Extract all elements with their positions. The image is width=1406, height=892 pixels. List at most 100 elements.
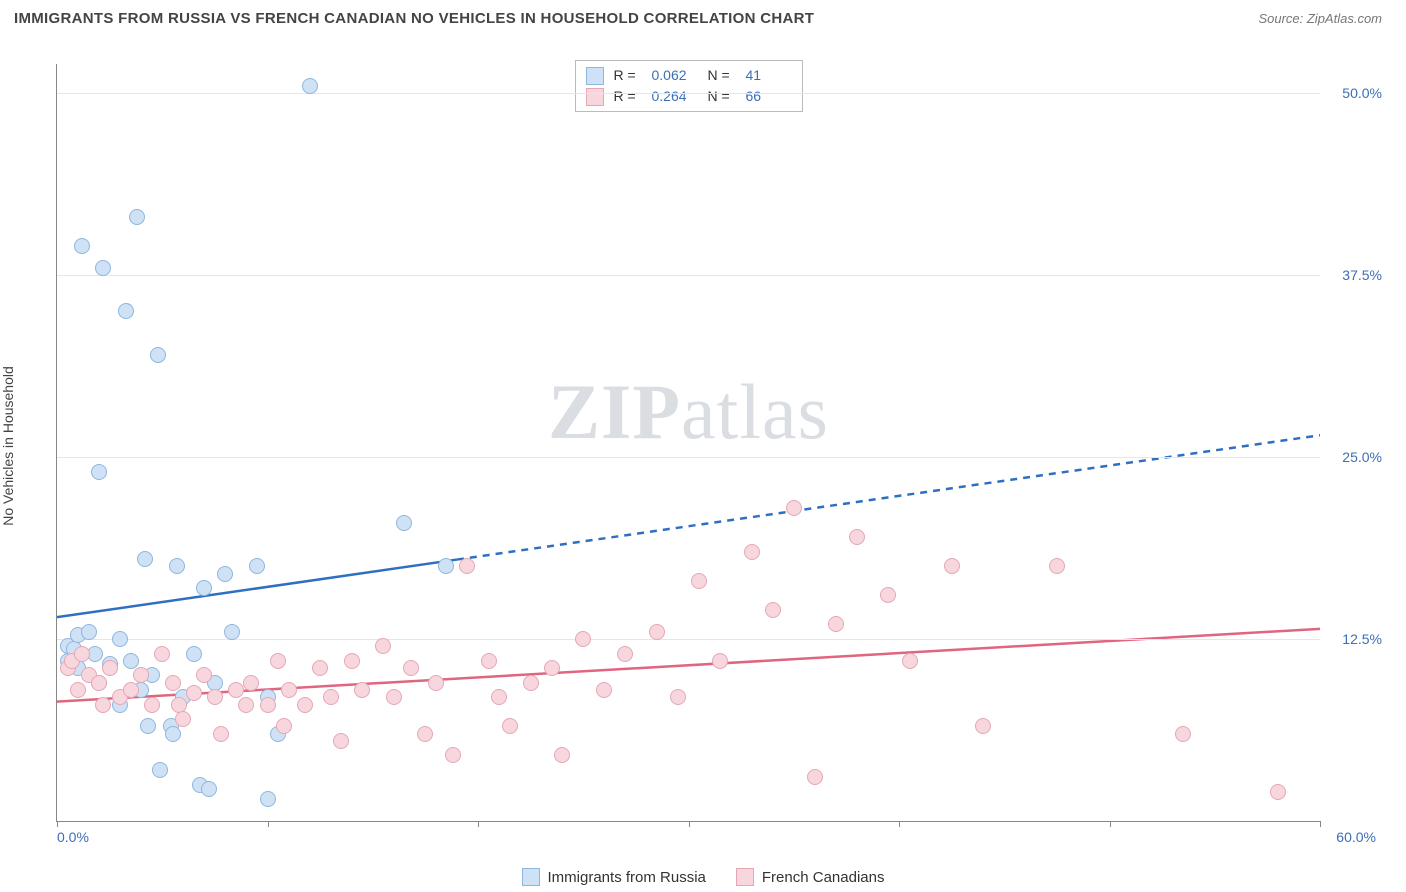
data-point bbox=[102, 660, 118, 676]
data-point bbox=[691, 573, 707, 589]
data-point bbox=[670, 689, 686, 705]
data-point bbox=[249, 558, 265, 574]
data-point bbox=[95, 260, 111, 276]
legend-swatch-icon bbox=[522, 868, 540, 886]
data-point bbox=[243, 675, 259, 691]
data-point bbox=[201, 781, 217, 797]
y-tick-label: 37.5% bbox=[1342, 267, 1382, 283]
data-point bbox=[523, 675, 539, 691]
legend-swatch-series-0 bbox=[586, 67, 604, 85]
watermark: ZIPatlas bbox=[548, 367, 829, 457]
data-point bbox=[445, 747, 461, 763]
data-point bbox=[297, 697, 313, 713]
data-point bbox=[165, 726, 181, 742]
plot-region: ZIPatlas R = 0.062 N = 41 R = 0.264 N = … bbox=[56, 64, 1320, 822]
data-point bbox=[417, 726, 433, 742]
data-point bbox=[91, 675, 107, 691]
data-point bbox=[1270, 784, 1286, 800]
data-point bbox=[70, 682, 86, 698]
data-point bbox=[228, 682, 244, 698]
n-value-0: 41 bbox=[746, 65, 792, 86]
data-point bbox=[323, 689, 339, 705]
data-point bbox=[118, 303, 134, 319]
source-attribution: Source: ZipAtlas.com bbox=[1258, 11, 1382, 26]
data-point bbox=[154, 646, 170, 662]
data-point bbox=[196, 580, 212, 596]
data-point bbox=[975, 718, 991, 734]
data-point bbox=[213, 726, 229, 742]
legend-label: French Canadians bbox=[762, 869, 885, 886]
data-point bbox=[828, 616, 844, 632]
data-point bbox=[81, 624, 97, 640]
data-point bbox=[281, 682, 297, 698]
data-point bbox=[224, 624, 240, 640]
data-point bbox=[849, 529, 865, 545]
data-point bbox=[186, 685, 202, 701]
data-point bbox=[112, 631, 128, 647]
r-value-0: 0.062 bbox=[652, 65, 698, 86]
data-point bbox=[140, 718, 156, 734]
legend-series: Immigrants from Russia French Canadians bbox=[0, 868, 1406, 886]
data-point bbox=[649, 624, 665, 640]
gridline bbox=[57, 639, 1320, 640]
y-tick-label: 12.5% bbox=[1342, 631, 1382, 647]
x-axis-max-label: 60.0% bbox=[1336, 829, 1376, 845]
data-point bbox=[786, 500, 802, 516]
x-tick bbox=[1320, 821, 1321, 827]
x-tick bbox=[478, 821, 479, 827]
gridline bbox=[57, 93, 1320, 94]
data-point bbox=[617, 646, 633, 662]
data-point bbox=[129, 209, 145, 225]
data-point bbox=[375, 638, 391, 654]
data-point bbox=[152, 762, 168, 778]
chart-header: IMMIGRANTS FROM RUSSIA VS FRENCH CANADIA… bbox=[0, 0, 1406, 35]
data-point bbox=[123, 682, 139, 698]
data-point bbox=[944, 558, 960, 574]
data-point bbox=[428, 675, 444, 691]
data-point bbox=[91, 464, 107, 480]
x-axis-min-label: 0.0% bbox=[57, 829, 89, 845]
data-point bbox=[1175, 726, 1191, 742]
data-point bbox=[95, 697, 111, 713]
x-tick bbox=[268, 821, 269, 827]
n-value-1: 66 bbox=[746, 86, 792, 107]
data-point bbox=[403, 660, 419, 676]
data-point bbox=[765, 602, 781, 618]
legend-stats-row: R = 0.062 N = 41 bbox=[586, 65, 792, 86]
data-point bbox=[575, 631, 591, 647]
data-point bbox=[260, 697, 276, 713]
data-point bbox=[544, 660, 560, 676]
data-point bbox=[74, 646, 90, 662]
data-point bbox=[1049, 558, 1065, 574]
data-point bbox=[744, 544, 760, 560]
data-point bbox=[302, 78, 318, 94]
data-point bbox=[459, 558, 475, 574]
data-point bbox=[137, 551, 153, 567]
data-point bbox=[386, 689, 402, 705]
legend-label: Immigrants from Russia bbox=[548, 869, 706, 886]
gridline bbox=[57, 275, 1320, 276]
x-tick bbox=[1110, 821, 1111, 827]
data-point bbox=[438, 558, 454, 574]
data-point bbox=[396, 515, 412, 531]
chart-title: IMMIGRANTS FROM RUSSIA VS FRENCH CANADIA… bbox=[14, 10, 814, 27]
data-point bbox=[312, 660, 328, 676]
r-value-1: 0.264 bbox=[652, 86, 698, 107]
data-point bbox=[807, 769, 823, 785]
y-tick-label: 25.0% bbox=[1342, 449, 1382, 465]
data-point bbox=[123, 653, 139, 669]
data-point bbox=[712, 653, 728, 669]
legend-item: French Canadians bbox=[736, 868, 885, 886]
y-axis-label: No Vehicles in Household bbox=[0, 366, 16, 526]
data-point bbox=[276, 718, 292, 734]
data-point bbox=[144, 697, 160, 713]
data-point bbox=[207, 689, 223, 705]
chart-area: No Vehicles in Household ZIPatlas R = 0.… bbox=[14, 40, 1390, 852]
data-point bbox=[186, 646, 202, 662]
data-point bbox=[171, 697, 187, 713]
x-tick bbox=[899, 821, 900, 827]
data-point bbox=[175, 711, 191, 727]
data-point bbox=[902, 653, 918, 669]
data-point bbox=[165, 675, 181, 691]
legend-stats: R = 0.062 N = 41 R = 0.264 N = 66 bbox=[575, 60, 803, 112]
